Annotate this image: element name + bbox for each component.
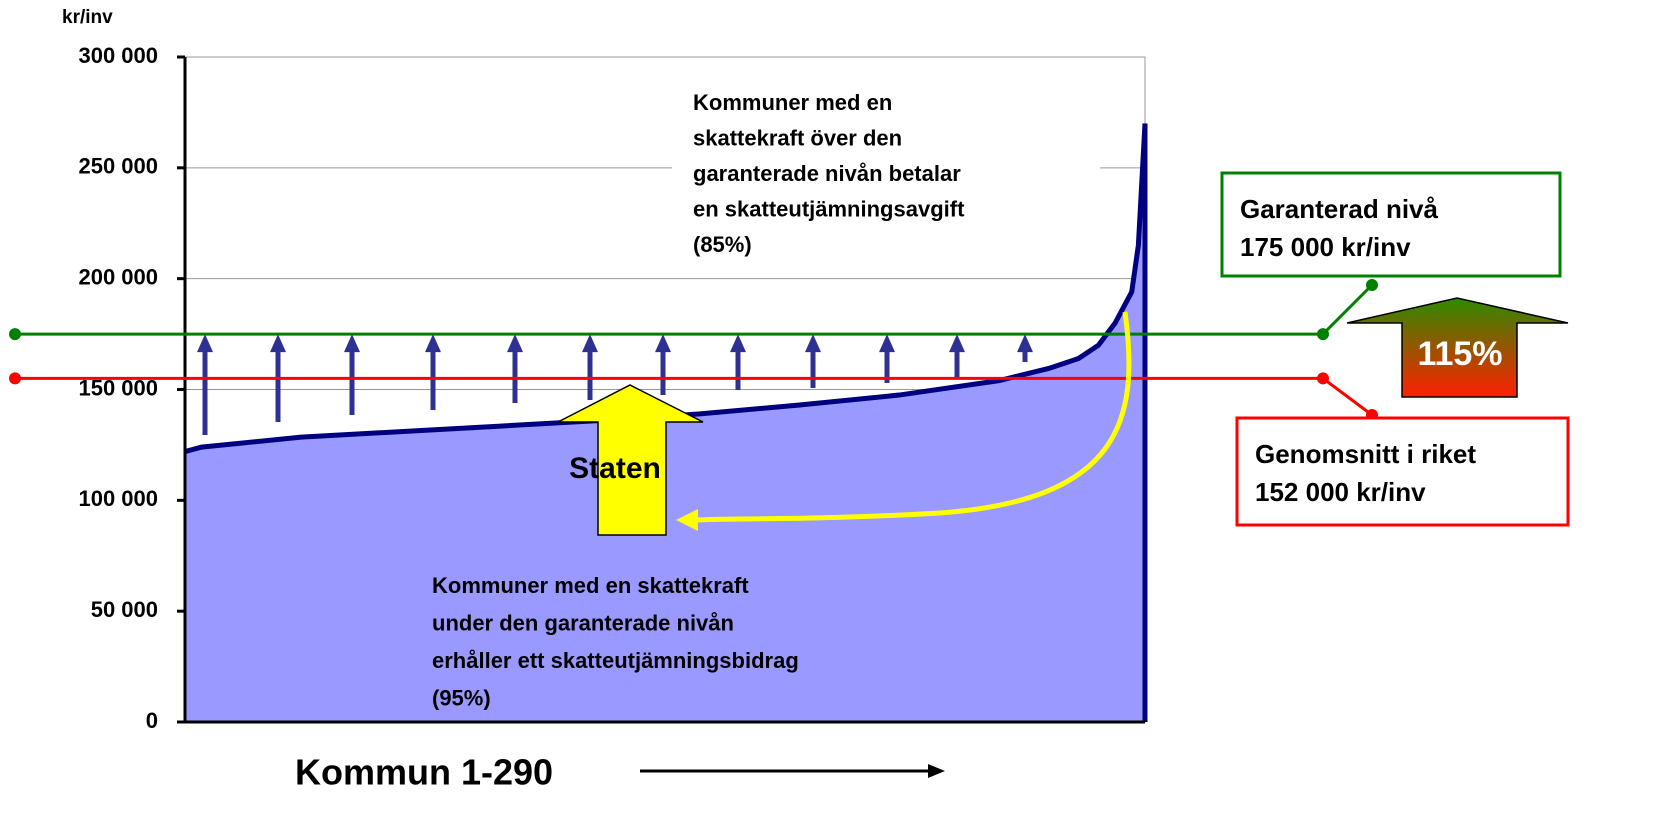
- blue-arrow-head: [270, 334, 286, 353]
- y-tick-label: 50 000: [91, 597, 158, 622]
- y-tick-label: 0: [146, 708, 158, 733]
- reference-label: Garanterad nivå: [1240, 194, 1439, 224]
- blue-arrow-head: [949, 334, 965, 353]
- x-axis-label: Kommun 1-290: [295, 752, 553, 793]
- annotation-bg: [672, 84, 1100, 266]
- yellow-arrow: [557, 384, 704, 536]
- connector: [1322, 377, 1373, 417]
- annotation: Kommuner med en: [693, 90, 892, 115]
- annotation: skattekraft över den: [693, 125, 902, 150]
- reference-label: 152 000 kr/inv: [1255, 477, 1426, 507]
- y-tick-label: 200 000: [78, 264, 158, 289]
- reference-dot: [9, 372, 21, 385]
- y-tick-label: 300 000: [78, 43, 158, 68]
- connector: [1321, 283, 1374, 336]
- blue-arrow-head: [655, 334, 671, 353]
- annotation: 115%: [1417, 335, 1502, 373]
- blue-arrow-head: [582, 334, 598, 353]
- annotation: garanterade nivån betalar: [693, 161, 961, 186]
- reference-label: Genomsnitt i riket: [1255, 439, 1476, 469]
- annotation: en skatteutjämningsavgift: [693, 196, 965, 221]
- connector-dot: [1366, 279, 1378, 291]
- x-arrow-head: [928, 764, 945, 778]
- blue-arrow-head: [730, 334, 746, 353]
- reference-dot: [9, 328, 21, 341]
- y-tick-label: 250 000: [78, 154, 158, 179]
- reference-label: 175 000 kr/inv: [1240, 232, 1411, 262]
- increase-arrow: [1346, 297, 1569, 398]
- area-line: [184, 123, 1148, 722]
- blue-arrow-head: [425, 334, 441, 353]
- yellow-curve: [694, 311, 1132, 523]
- annotation: Kommuner med en skattekraft: [432, 573, 749, 598]
- blue-arrow-head: [805, 334, 821, 353]
- annotation: under den garanterade nivån: [432, 610, 734, 635]
- label-box: [1220, 171, 1562, 278]
- blue-arrow-head: [197, 334, 213, 353]
- blue-arrow-head: [1017, 334, 1033, 353]
- annotation: erhåller ett skatteutjämningsbidrag: [432, 648, 799, 673]
- blue-arrow-head: [344, 334, 360, 353]
- blue-arrow-head: [879, 334, 895, 353]
- annotation: Staten: [569, 452, 661, 485]
- yellow-curve-head: [676, 509, 698, 531]
- annotation: (95%): [432, 685, 491, 710]
- blue-arrow-head: [507, 334, 523, 353]
- y-axis-label: kr/inv: [62, 7, 113, 28]
- y-tick-label: 100 000: [78, 486, 158, 511]
- label-box: [1235, 416, 1570, 527]
- annotation: (85%): [693, 232, 752, 257]
